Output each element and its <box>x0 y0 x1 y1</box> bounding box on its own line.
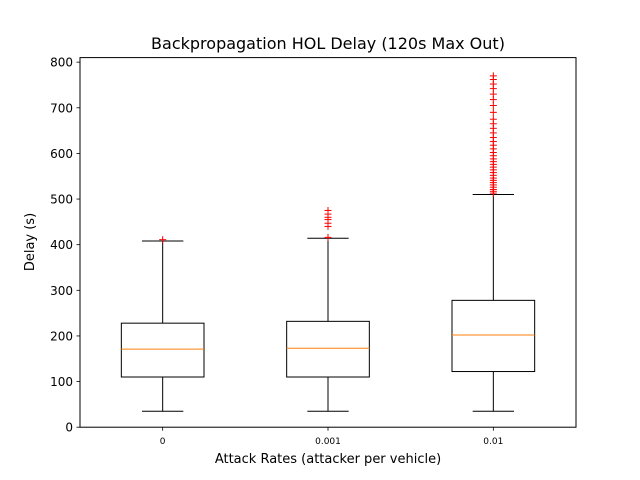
outlier-point <box>489 115 497 123</box>
y-axis-ticks: 0 100 200 300 400 500 600 700 800 <box>50 56 80 435</box>
iqr-box <box>451 299 536 373</box>
box-group-0 <box>120 236 205 412</box>
y-tick-label: 300 <box>50 284 73 298</box>
y-tick-label: 200 <box>50 329 73 343</box>
chart-title: Backpropagation HOL Delay (120s Max Out) <box>151 34 505 53</box>
box-group-0.01 <box>451 72 536 412</box>
y-tick-label: 700 <box>50 101 73 115</box>
outlier-point <box>324 206 332 214</box>
y-tick-label: 800 <box>50 56 73 70</box>
x-tick-label: 0.001 <box>315 437 341 447</box>
y-axis-label: Delay (s) <box>23 213 38 271</box>
y-tick-label: 0 <box>65 421 73 435</box>
y-tick-label: 100 <box>50 375 73 389</box>
x-tick-label: 0.01 <box>483 437 503 447</box>
x-tick-label: 0 <box>160 437 166 447</box>
outlier-point <box>489 102 497 110</box>
x-axis-ticks: 0 0.001 0.01 <box>160 427 503 447</box>
y-tick-label: 600 <box>50 147 73 161</box>
outlier-point <box>489 72 497 80</box>
x-axis-label: Attack Rates (attacker per vehicle) <box>215 452 441 467</box>
iqr-box <box>286 320 370 378</box>
iqr-box <box>120 322 205 378</box>
box-series <box>120 72 536 412</box>
y-tick-label: 500 <box>50 193 73 207</box>
outlier-point <box>489 108 497 116</box>
box-group-0.001 <box>286 206 370 412</box>
outlier-point <box>159 236 167 244</box>
outlier-point <box>324 233 332 241</box>
y-tick-label: 400 <box>50 238 73 252</box>
